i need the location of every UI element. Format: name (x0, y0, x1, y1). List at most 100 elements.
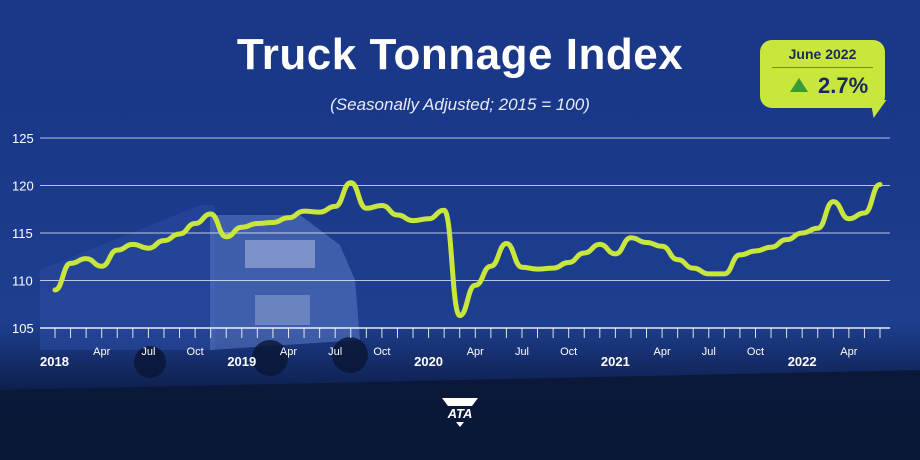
triangle-up-icon (790, 78, 808, 92)
data-point (427, 217, 431, 221)
ata-logo: ATA (442, 398, 478, 427)
data-point (598, 242, 602, 246)
chart-title: Truck Tonnage Index (236, 30, 684, 79)
data-point (69, 261, 73, 265)
callout-box (760, 40, 885, 108)
data-point (536, 267, 540, 271)
x-tick-label: Apr (93, 346, 110, 358)
data-point (146, 246, 150, 250)
logo-text: ATA (447, 406, 473, 421)
windshield-shape (245, 240, 315, 268)
callout-period: June 2022 (788, 46, 857, 62)
data-point (302, 209, 306, 213)
gridlines (40, 137, 890, 338)
data-point (878, 183, 882, 187)
data-point (629, 236, 633, 240)
data-point (131, 242, 135, 246)
logo-wing-shape (442, 398, 478, 406)
data-point (53, 288, 57, 292)
data-point (504, 241, 508, 245)
y-tick-label: 120 (12, 179, 34, 194)
data-point (395, 213, 399, 217)
series-line (52, 180, 883, 319)
x-tick-label: Apr (654, 346, 671, 358)
data-point (240, 225, 244, 229)
data-point (645, 241, 649, 244)
chart-subtitle: (Seasonally Adjusted; 2015 = 100) (330, 95, 590, 114)
data-point (753, 249, 757, 253)
x-tick-label: Apr (467, 346, 484, 358)
y-tick-label: 105 (12, 321, 34, 336)
data-point (816, 226, 820, 230)
data-point (847, 217, 851, 221)
data-point (800, 231, 804, 235)
x-tick-label: Oct (373, 346, 390, 358)
wheel-shape (252, 340, 288, 376)
data-point (722, 272, 726, 276)
y-tick-label: 125 (12, 131, 34, 146)
data-point (769, 245, 773, 249)
data-point (831, 200, 835, 204)
callout-value: 2.7% (818, 73, 869, 98)
data-point (115, 248, 119, 252)
road-shape (0, 370, 920, 460)
data-point (691, 266, 695, 270)
data-point (380, 203, 384, 207)
x-tick-label: Jul (515, 346, 529, 358)
data-point (520, 265, 524, 269)
data-point (271, 221, 275, 225)
trailer-shape (40, 205, 215, 350)
x-tick-label: Jul (328, 346, 342, 358)
x-tick-label: Jul (702, 346, 716, 358)
data-point (333, 204, 337, 208)
wheel-shape (332, 337, 368, 373)
data-point (458, 314, 462, 318)
x-tick-label: 2018 (40, 354, 69, 369)
grille-shape (255, 295, 310, 325)
data-point (349, 181, 353, 185)
change-callout: June 2022 2.7% (760, 40, 887, 118)
x-tick-label: Apr (840, 346, 857, 358)
data-point (224, 235, 228, 239)
data-point (613, 252, 617, 256)
data-point (489, 264, 493, 268)
logo-point-shape (456, 422, 464, 427)
data-point (209, 212, 213, 216)
data-point (442, 208, 446, 212)
data-point (364, 206, 368, 210)
data-point (660, 244, 664, 248)
x-tick-label: Oct (187, 346, 204, 358)
data-point (567, 260, 571, 264)
x-tick-label: 2020 (414, 354, 443, 369)
y-tick-label: 110 (12, 274, 33, 289)
data-point (582, 251, 586, 255)
data-point (100, 264, 104, 268)
cab-shape (210, 215, 360, 350)
x-tick-label: 2021 (601, 354, 630, 369)
data-point (255, 222, 259, 225)
wheel-shape (134, 346, 166, 378)
series-group (52, 180, 883, 319)
x-tick-label: 2022 (788, 354, 817, 369)
y-axis-ticks: 105 110 115 120 125 (12, 131, 34, 336)
data-point (84, 257, 88, 261)
x-tick-label: 2019 (227, 354, 256, 369)
x-tick-label: Apr (280, 346, 297, 358)
data-point (676, 258, 680, 262)
data-point (162, 239, 166, 243)
data-point (785, 238, 789, 242)
y-tick-label: 115 (12, 226, 33, 241)
data-point (193, 222, 197, 225)
data-point (551, 266, 555, 270)
data-point (318, 210, 322, 214)
data-point (862, 211, 866, 215)
x-tick-label: Oct (560, 346, 577, 358)
x-tick-label: Jul (141, 346, 155, 358)
x-tick-label: Oct (747, 346, 764, 358)
data-point (738, 253, 742, 257)
data-point (473, 283, 477, 287)
callout-divider (772, 67, 873, 68)
